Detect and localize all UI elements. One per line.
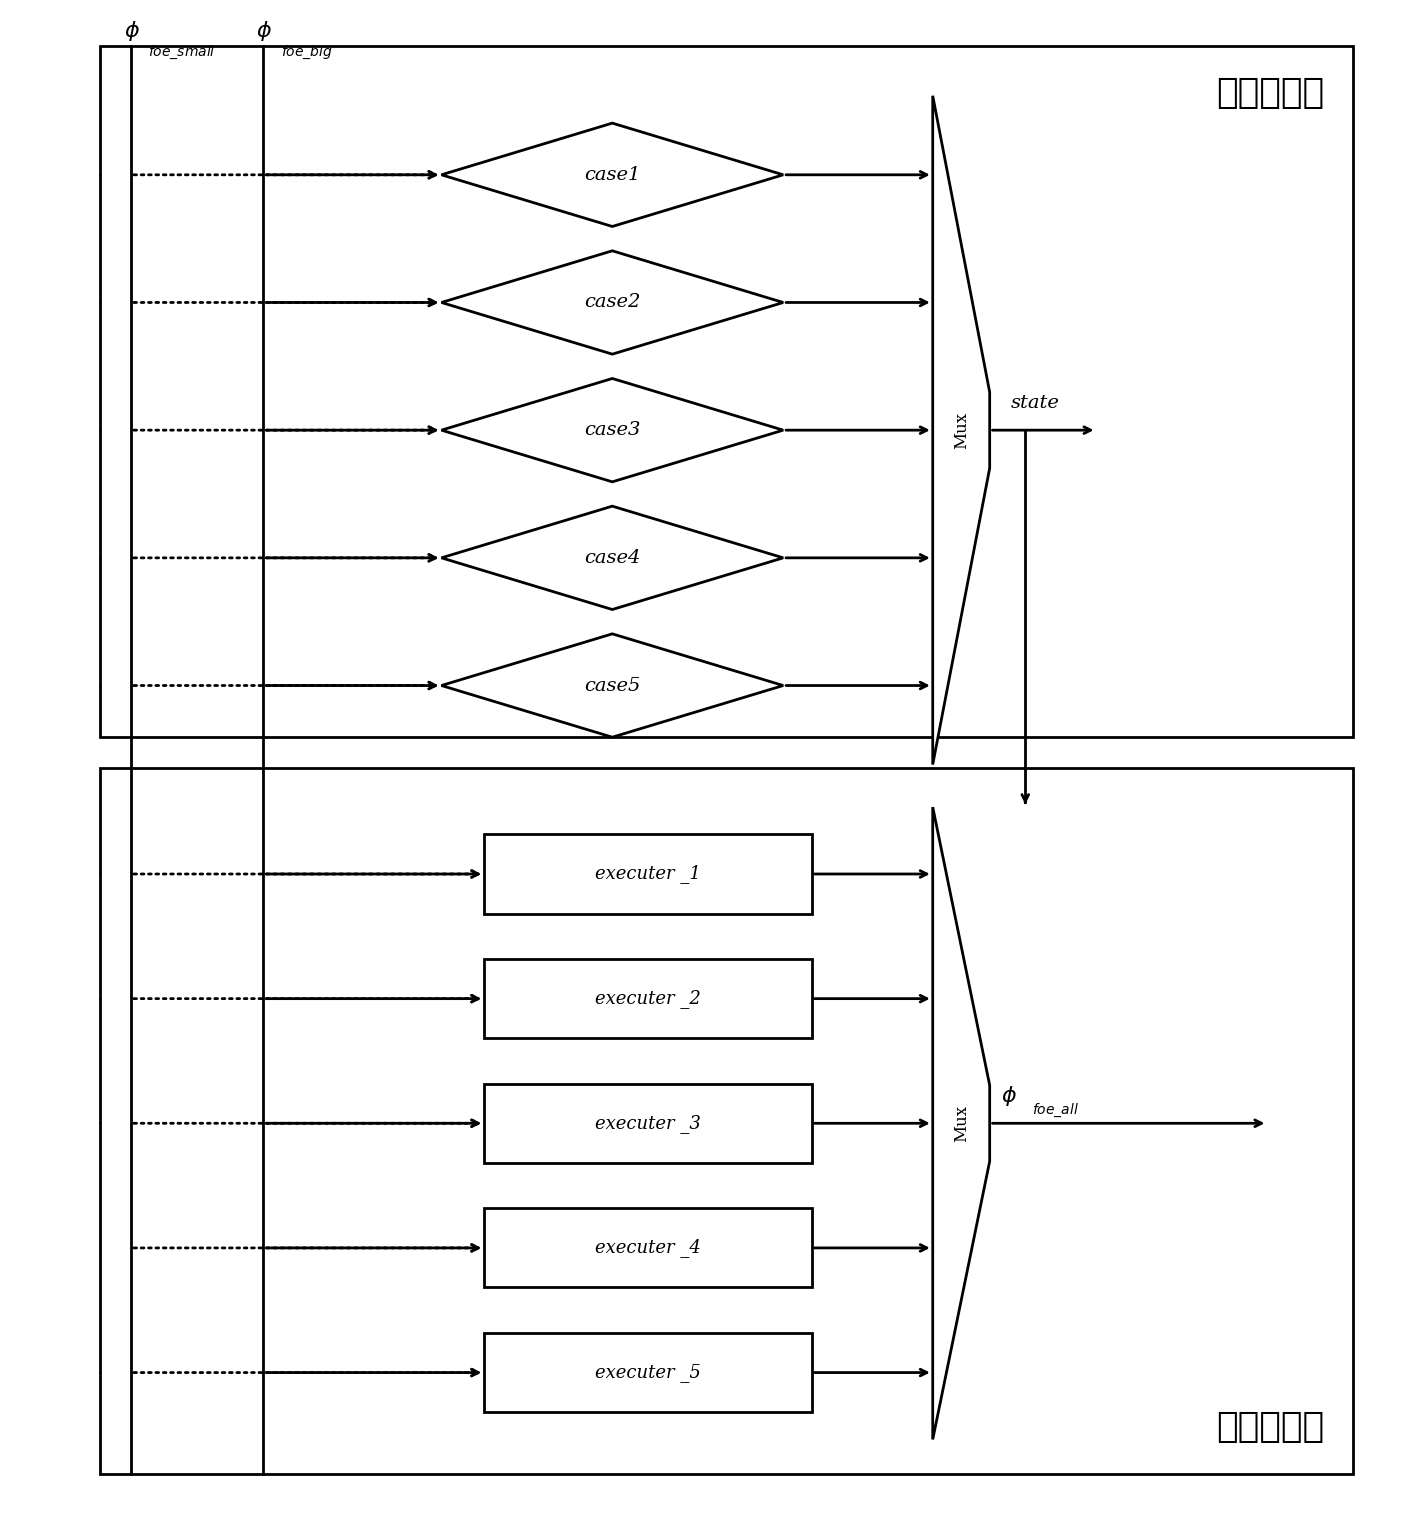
Bar [100, 768, 1353, 1474]
Text: $foe\_small$: $foe\_small$ [148, 44, 216, 61]
Text: Mux: Mux [953, 1105, 970, 1142]
Text: executer _4: executer _4 [595, 1239, 701, 1257]
Polygon shape [441, 506, 783, 610]
Text: executer _1: executer _1 [595, 865, 701, 883]
Bar [484, 959, 812, 1038]
Bar [100, 46, 1353, 737]
Polygon shape [933, 96, 990, 765]
Text: case3: case3 [584, 421, 641, 439]
Bar [484, 834, 812, 914]
Bar [484, 1208, 812, 1287]
Text: 状态生成器: 状态生成器 [1216, 76, 1324, 109]
Text: Mux: Mux [953, 412, 970, 448]
Text: case5: case5 [584, 676, 641, 695]
Text: $\phi$: $\phi$ [256, 18, 272, 43]
Bar [484, 1084, 812, 1163]
Text: $foe\_big$: $foe\_big$ [281, 44, 332, 61]
Polygon shape [933, 807, 990, 1439]
Text: $\phi$: $\phi$ [124, 18, 140, 43]
Text: executer _2: executer _2 [595, 990, 701, 1008]
Text: case4: case4 [584, 549, 641, 567]
Bar [484, 1333, 812, 1412]
Text: 取值执行器: 取值执行器 [1216, 1411, 1324, 1444]
Text: $\phi$: $\phi$ [1001, 1084, 1017, 1108]
Text: $foe\_all$: $foe\_all$ [1032, 1102, 1079, 1119]
Text: executer _5: executer _5 [595, 1363, 701, 1382]
Polygon shape [441, 634, 783, 737]
Polygon shape [441, 378, 783, 482]
Polygon shape [441, 123, 783, 226]
Text: case2: case2 [584, 293, 641, 312]
Text: case1: case1 [584, 166, 641, 184]
Text: state: state [1011, 394, 1059, 412]
Text: executer _3: executer _3 [595, 1114, 701, 1132]
Polygon shape [441, 251, 783, 354]
